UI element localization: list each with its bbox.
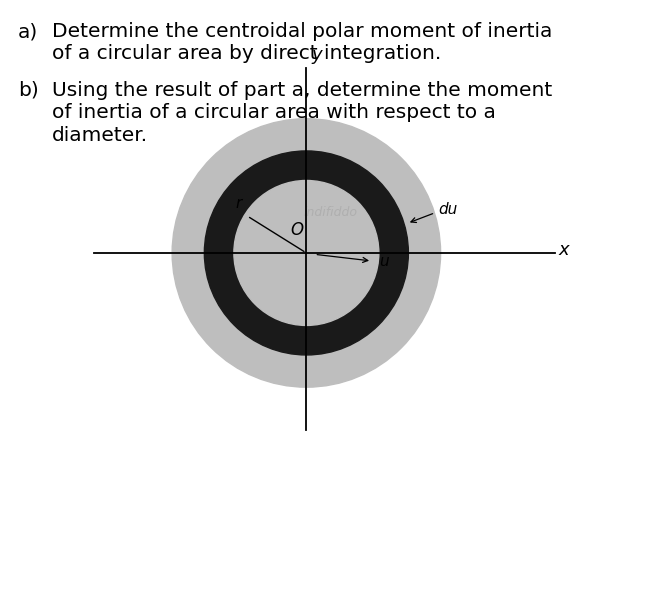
Text: u: u bbox=[379, 254, 389, 269]
Text: du: du bbox=[438, 202, 457, 218]
Text: r: r bbox=[236, 196, 242, 210]
Text: b): b) bbox=[18, 81, 39, 100]
Text: diameter.: diameter. bbox=[52, 126, 148, 145]
Text: of a circular area by direct integration.: of a circular area by direct integration… bbox=[52, 44, 441, 63]
Circle shape bbox=[204, 151, 408, 355]
Text: O: O bbox=[291, 221, 304, 239]
Text: x: x bbox=[559, 241, 569, 259]
Text: a): a) bbox=[18, 22, 39, 41]
Text: y: y bbox=[311, 46, 323, 64]
Text: Using the result of part a, determine the moment: Using the result of part a, determine th… bbox=[52, 81, 552, 100]
Text: indifiddo: indifiddo bbox=[304, 206, 358, 219]
Circle shape bbox=[234, 181, 379, 325]
Text: Determine the centroidal polar moment of inertia: Determine the centroidal polar moment of… bbox=[52, 22, 552, 41]
Text: of inertia of a circular area with respect to a: of inertia of a circular area with respe… bbox=[52, 103, 496, 122]
Circle shape bbox=[172, 119, 441, 387]
